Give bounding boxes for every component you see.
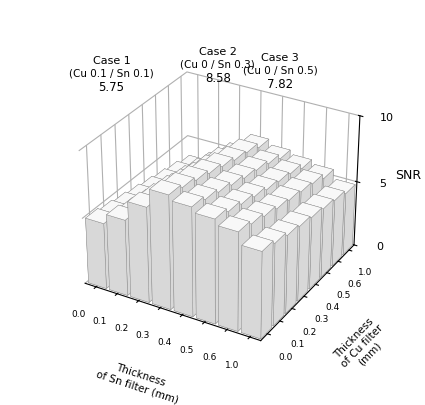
Text: (Cu 0 / Sn 0.5): (Cu 0 / Sn 0.5): [243, 65, 318, 75]
Text: 8.58: 8.58: [205, 72, 231, 85]
Text: (Cu 0.1 / Sn 0.1): (Cu 0.1 / Sn 0.1): [69, 68, 154, 78]
Text: (Cu 0 / Sn 0.3): (Cu 0 / Sn 0.3): [181, 59, 255, 69]
Text: Case 3: Case 3: [261, 53, 299, 63]
X-axis label: Thickness
of Sn filter (mm): Thickness of Sn filter (mm): [94, 357, 183, 404]
Y-axis label: Thickness
of Cu filter
(mm): Thickness of Cu filter (mm): [331, 314, 393, 377]
Text: 7.82: 7.82: [267, 78, 293, 91]
Text: Case 2: Case 2: [199, 47, 237, 56]
Text: 5.75: 5.75: [99, 81, 125, 94]
Text: Case 1: Case 1: [93, 56, 130, 66]
